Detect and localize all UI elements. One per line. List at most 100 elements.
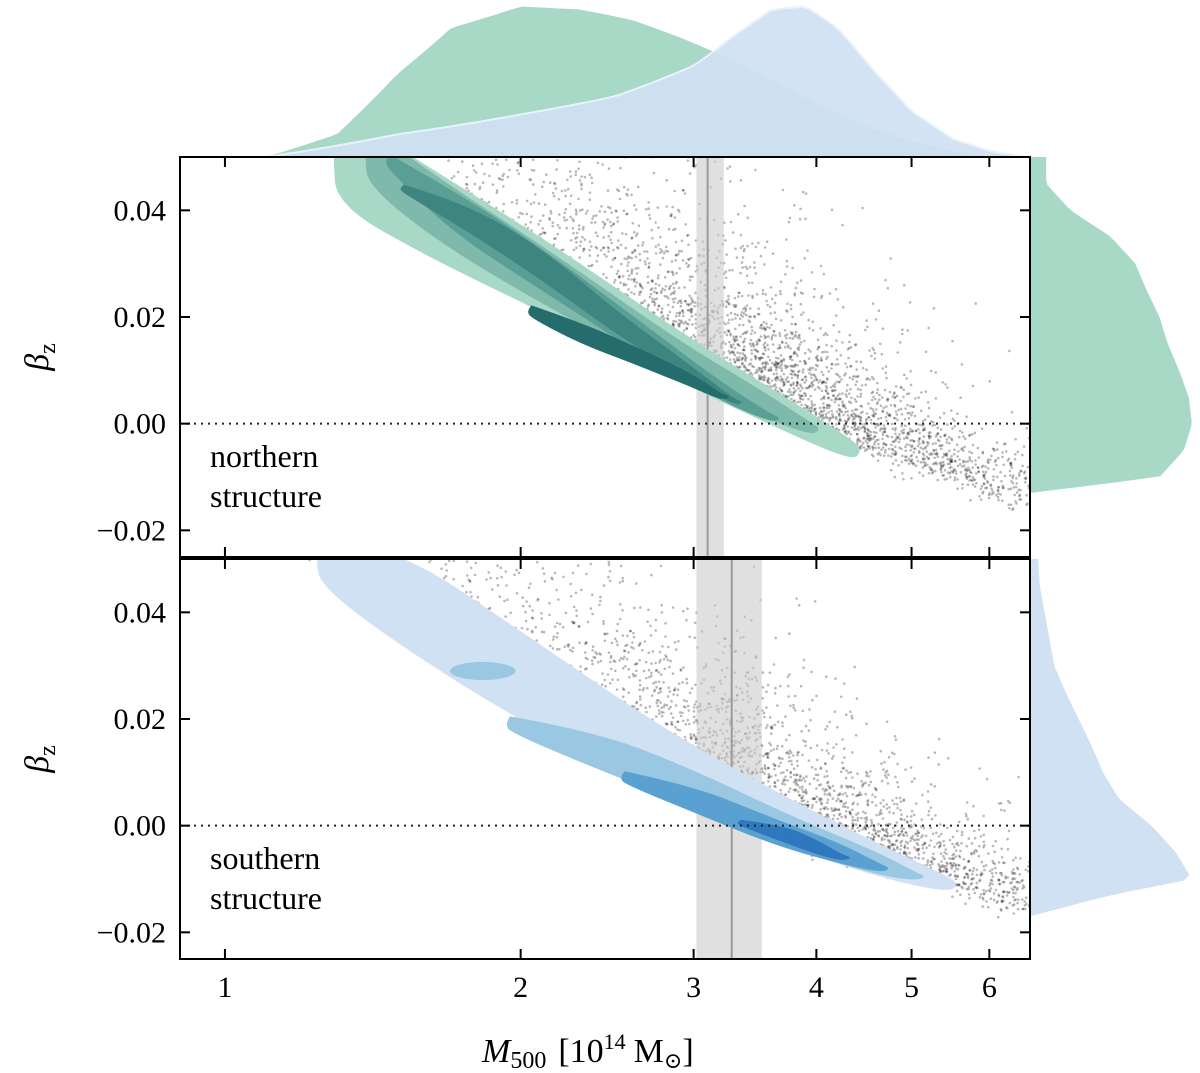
scatter-point	[984, 465, 987, 468]
scatter-point	[849, 388, 852, 391]
scatter-point	[308, 127, 311, 130]
scatter-point	[594, 246, 597, 249]
scatter-point	[995, 872, 998, 875]
scatter-point	[198, 472, 201, 475]
scatter-point	[811, 699, 814, 702]
scatter-point	[794, 292, 797, 295]
scatter-point	[509, 612, 512, 615]
scatter-point	[838, 397, 841, 400]
scatter-point	[209, 84, 212, 87]
scatter-point	[415, 17, 418, 20]
scatter-point	[278, 116, 281, 119]
scatter-point	[260, 5, 263, 8]
scatter-point	[657, 206, 660, 209]
scatter-point	[868, 378, 871, 381]
scatter-point	[273, 111, 276, 114]
scatter-point	[883, 428, 886, 431]
scatter-point	[730, 344, 733, 347]
scatter-point	[922, 461, 925, 464]
scatter-point	[578, 256, 581, 259]
scatter-point	[762, 343, 765, 346]
scatter-point	[881, 367, 884, 370]
scatter-point	[270, 401, 273, 404]
scatter-point	[622, 667, 625, 670]
scatter-point	[602, 236, 605, 239]
scatter-point	[577, 168, 580, 171]
scatter-point	[637, 186, 640, 189]
scatter-point	[935, 435, 938, 438]
scatter-point	[622, 634, 625, 637]
scatter-point	[194, 107, 197, 110]
scatter-point	[846, 384, 849, 387]
scatter-point	[754, 355, 757, 358]
scatter-point	[903, 818, 906, 821]
scatter-point	[206, 71, 209, 74]
scatter-point	[630, 646, 633, 649]
scatter-point	[847, 357, 850, 360]
scatter-point	[638, 283, 641, 286]
scatter-point	[502, 203, 505, 206]
scatter-point	[784, 273, 787, 276]
scatter-point	[215, 384, 218, 387]
scatter-point	[752, 366, 755, 369]
scatter-point	[811, 320, 814, 323]
scatter-point	[1018, 472, 1021, 475]
scatter-point	[827, 752, 830, 755]
scatter-point	[633, 280, 636, 283]
scatter-point	[496, 189, 499, 192]
scatter-point	[344, 58, 347, 61]
scatter-point	[296, 107, 299, 110]
scatter-point	[862, 426, 865, 429]
scatter-point	[499, 178, 502, 181]
scatter-point	[733, 358, 736, 361]
scatter-point	[360, 27, 363, 30]
scatter-point	[939, 416, 942, 419]
scatter-point	[844, 420, 847, 423]
scatter-point	[894, 735, 897, 738]
scatter-point	[811, 403, 814, 406]
scatter-point	[937, 479, 940, 482]
scatter-point	[279, 62, 282, 65]
scatter-point	[563, 216, 566, 219]
scatter-point	[650, 672, 653, 675]
scatter-point	[883, 454, 886, 457]
scatter-point	[390, 513, 393, 516]
scatter-point	[856, 433, 859, 436]
scatter-point	[633, 231, 636, 234]
scatter-point	[630, 257, 633, 260]
scatter-point	[1011, 411, 1014, 414]
scatter-point	[774, 334, 777, 337]
scatter-point	[549, 478, 552, 481]
scatter-point	[727, 322, 730, 325]
scatter-point	[774, 363, 777, 366]
scatter-point	[591, 594, 594, 597]
scatter-point	[342, 107, 345, 110]
scatter-point	[670, 213, 673, 216]
scatter-point	[767, 780, 770, 783]
scatter-point	[319, 104, 322, 107]
scatter-point	[775, 369, 778, 372]
scatter-point	[804, 218, 807, 221]
scatter-point	[860, 361, 863, 364]
scatter-point	[882, 431, 885, 434]
scatter-point	[866, 442, 869, 445]
scatter-point	[500, 576, 503, 579]
scatter-point	[249, 104, 252, 107]
scatter-point	[974, 432, 977, 435]
scatter-point	[848, 392, 851, 395]
scatter-point	[764, 349, 767, 352]
scatter-point	[930, 370, 933, 373]
scatter-point	[922, 857, 925, 860]
scatter-point	[740, 247, 743, 250]
scatter-point	[864, 329, 867, 332]
scatter-point	[583, 248, 586, 251]
scatter-point	[678, 210, 681, 213]
scatter-point	[535, 545, 538, 548]
scatter-point	[511, 519, 514, 522]
scatter-point	[933, 785, 936, 788]
scatter-point	[869, 407, 872, 410]
scatter-point	[802, 368, 805, 371]
scatter-point	[551, 225, 554, 228]
scatter-point	[861, 207, 864, 210]
scatter-point	[995, 494, 998, 497]
